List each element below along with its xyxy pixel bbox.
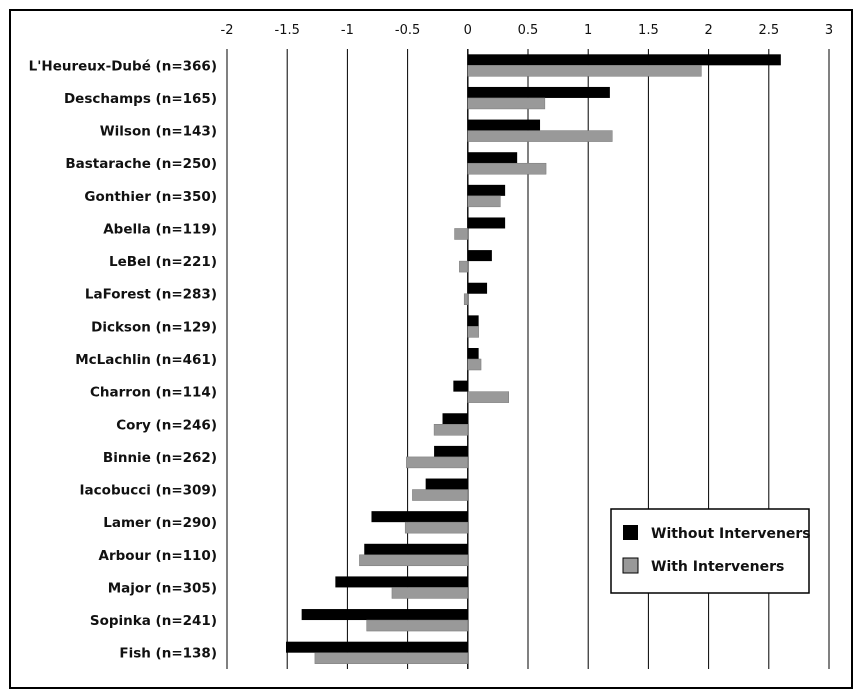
bar-without-interveners-major-n-305 <box>335 576 468 588</box>
bar-with-interveners-fish-n-138 <box>314 652 469 664</box>
legend-swatch-with-interveners <box>622 557 639 574</box>
category-label: Charron (n=114) <box>90 385 217 401</box>
bar-with-interveners-lebel-n-221 <box>459 260 469 273</box>
category-labels: L'Heureux-Dubé (n=366) Deschamps (n=165) W… <box>29 58 217 661</box>
x-tick-label: 0 <box>464 23 472 38</box>
category-label: Dickson (n=129) <box>91 319 217 335</box>
category-label: Arbour (n=110) <box>99 548 217 564</box>
x-tick-label: 3 <box>825 23 833 38</box>
bar-with-interveners-binnie-n-262 <box>406 456 469 469</box>
category-label: Fish (n=138) <box>119 646 217 662</box>
bar-without-interveners-lebel-n-221 <box>467 250 492 262</box>
x-tick-label: 1 <box>584 23 592 38</box>
bars <box>285 54 781 664</box>
bar-without-interveners-deschamps-n-165 <box>467 86 610 98</box>
x-tick-label: -0.5 <box>395 23 420 38</box>
category-label: Deschamps (n=165) <box>64 91 217 107</box>
bar-without-interveners-mclachlin-n-461 <box>467 348 479 359</box>
bar-with-interveners-cory-n-246 <box>433 424 469 436</box>
x-tick-label: -1 <box>341 23 354 38</box>
legend-box <box>610 508 810 594</box>
bar-without-interveners-abella-n-119 <box>467 217 506 229</box>
bar-with-interveners-abella-n-119 <box>454 228 469 240</box>
bar-without-interveners-dickson-n-129 <box>467 315 479 327</box>
bar-with-interveners-bastarache-n-250 <box>467 162 547 175</box>
bar-with-interveners-sopinka-n-241 <box>366 619 469 632</box>
bar-with-interveners-dickson-n-129 <box>467 326 479 338</box>
category-label: McLachlin (n=461) <box>75 352 217 368</box>
bar-without-interveners-sopinka-n-241 <box>301 609 468 621</box>
category-label: L'Heureux-Dubé (n=366) <box>29 58 217 74</box>
bar-with-interveners-laforest-n-283 <box>463 293 469 305</box>
bar-with-interveners-arbour-n-110 <box>359 554 469 567</box>
bar-with-interveners-major-n-305 <box>391 587 469 599</box>
legend-label-without-interveners: Without Interveners <box>651 526 811 542</box>
chart-frame: -2 -1.5 -1 -0.5 0 0.5 1 1.5 2 2.5 3 L'Heureux-Dubé… <box>9 9 853 689</box>
category-label: LaForest (n=283) <box>85 287 217 303</box>
x-tick-label: -1.5 <box>275 23 300 38</box>
category-label: Major (n=305) <box>108 580 217 596</box>
category-label: Cory (n=246) <box>116 417 217 433</box>
category-label: Wilson (n=143) <box>100 124 217 140</box>
bar-with-interveners-wilson-n-143 <box>467 130 613 142</box>
bar-with-interveners-mclachlin-n-461 <box>467 358 482 371</box>
bar-without-interveners-l-heureux-dub-n-366 <box>467 54 781 66</box>
bar-with-interveners-charron-n-114 <box>467 391 509 403</box>
bar-with-interveners-lamer-n-290 <box>404 521 469 534</box>
bar-with-interveners-deschamps-n-165 <box>467 97 546 110</box>
bar-without-interveners-cory-n-246 <box>442 413 468 425</box>
category-label: Lamer (n=290) <box>103 515 217 531</box>
legend-swatch-without-interveners <box>623 525 638 540</box>
legend: Without Interveners With Interveners <box>610 508 811 594</box>
x-tick-label: 2 <box>704 23 712 38</box>
bar-chart: -2 -1.5 -1 -0.5 0 0.5 1 1.5 2 2.5 3 L'Heureux-Dubé… <box>29 23 834 669</box>
category-label: Gonthier (n=350) <box>84 189 217 205</box>
bar-without-interveners-binnie-n-262 <box>434 445 468 457</box>
bar-without-interveners-lamer-n-290 <box>371 511 468 523</box>
bar-without-interveners-fish-n-138 <box>285 641 468 653</box>
bar-with-interveners-gonthier-n-350 <box>467 195 501 208</box>
category-label: Bastarache (n=250) <box>65 156 217 172</box>
category-label: Sopinka (n=241) <box>90 613 217 629</box>
bar-without-interveners-iacobucci-n-309 <box>425 478 468 490</box>
category-label: Iacobucci (n=309) <box>80 483 217 499</box>
legend-label-with-interveners: With Interveners <box>651 559 784 575</box>
bar-without-interveners-bastarache-n-250 <box>467 152 518 164</box>
x-tick-label: 1.5 <box>638 23 659 38</box>
category-label: LeBel (n=221) <box>109 254 217 270</box>
bar-without-interveners-laforest-n-283 <box>467 282 488 294</box>
bar-without-interveners-gonthier-n-350 <box>467 184 506 196</box>
bar-with-interveners-iacobucci-n-309 <box>412 489 469 501</box>
category-label: Binnie (n=262) <box>103 450 217 466</box>
category-label: Abella (n=119) <box>103 221 217 237</box>
x-tick-label: 0.5 <box>518 23 539 38</box>
x-tick-label: 2.5 <box>758 23 779 38</box>
bar-without-interveners-arbour-n-110 <box>364 543 468 555</box>
bar-without-interveners-wilson-n-143 <box>467 119 541 131</box>
x-axis-ticks: -2 -1.5 -1 -0.5 0 0.5 1 1.5 2 2.5 3 <box>221 23 834 38</box>
bar-without-interveners-charron-n-114 <box>453 380 468 392</box>
x-tick-label: -2 <box>221 23 234 38</box>
bar-with-interveners-l-heureux-dub-n-366 <box>467 65 702 77</box>
